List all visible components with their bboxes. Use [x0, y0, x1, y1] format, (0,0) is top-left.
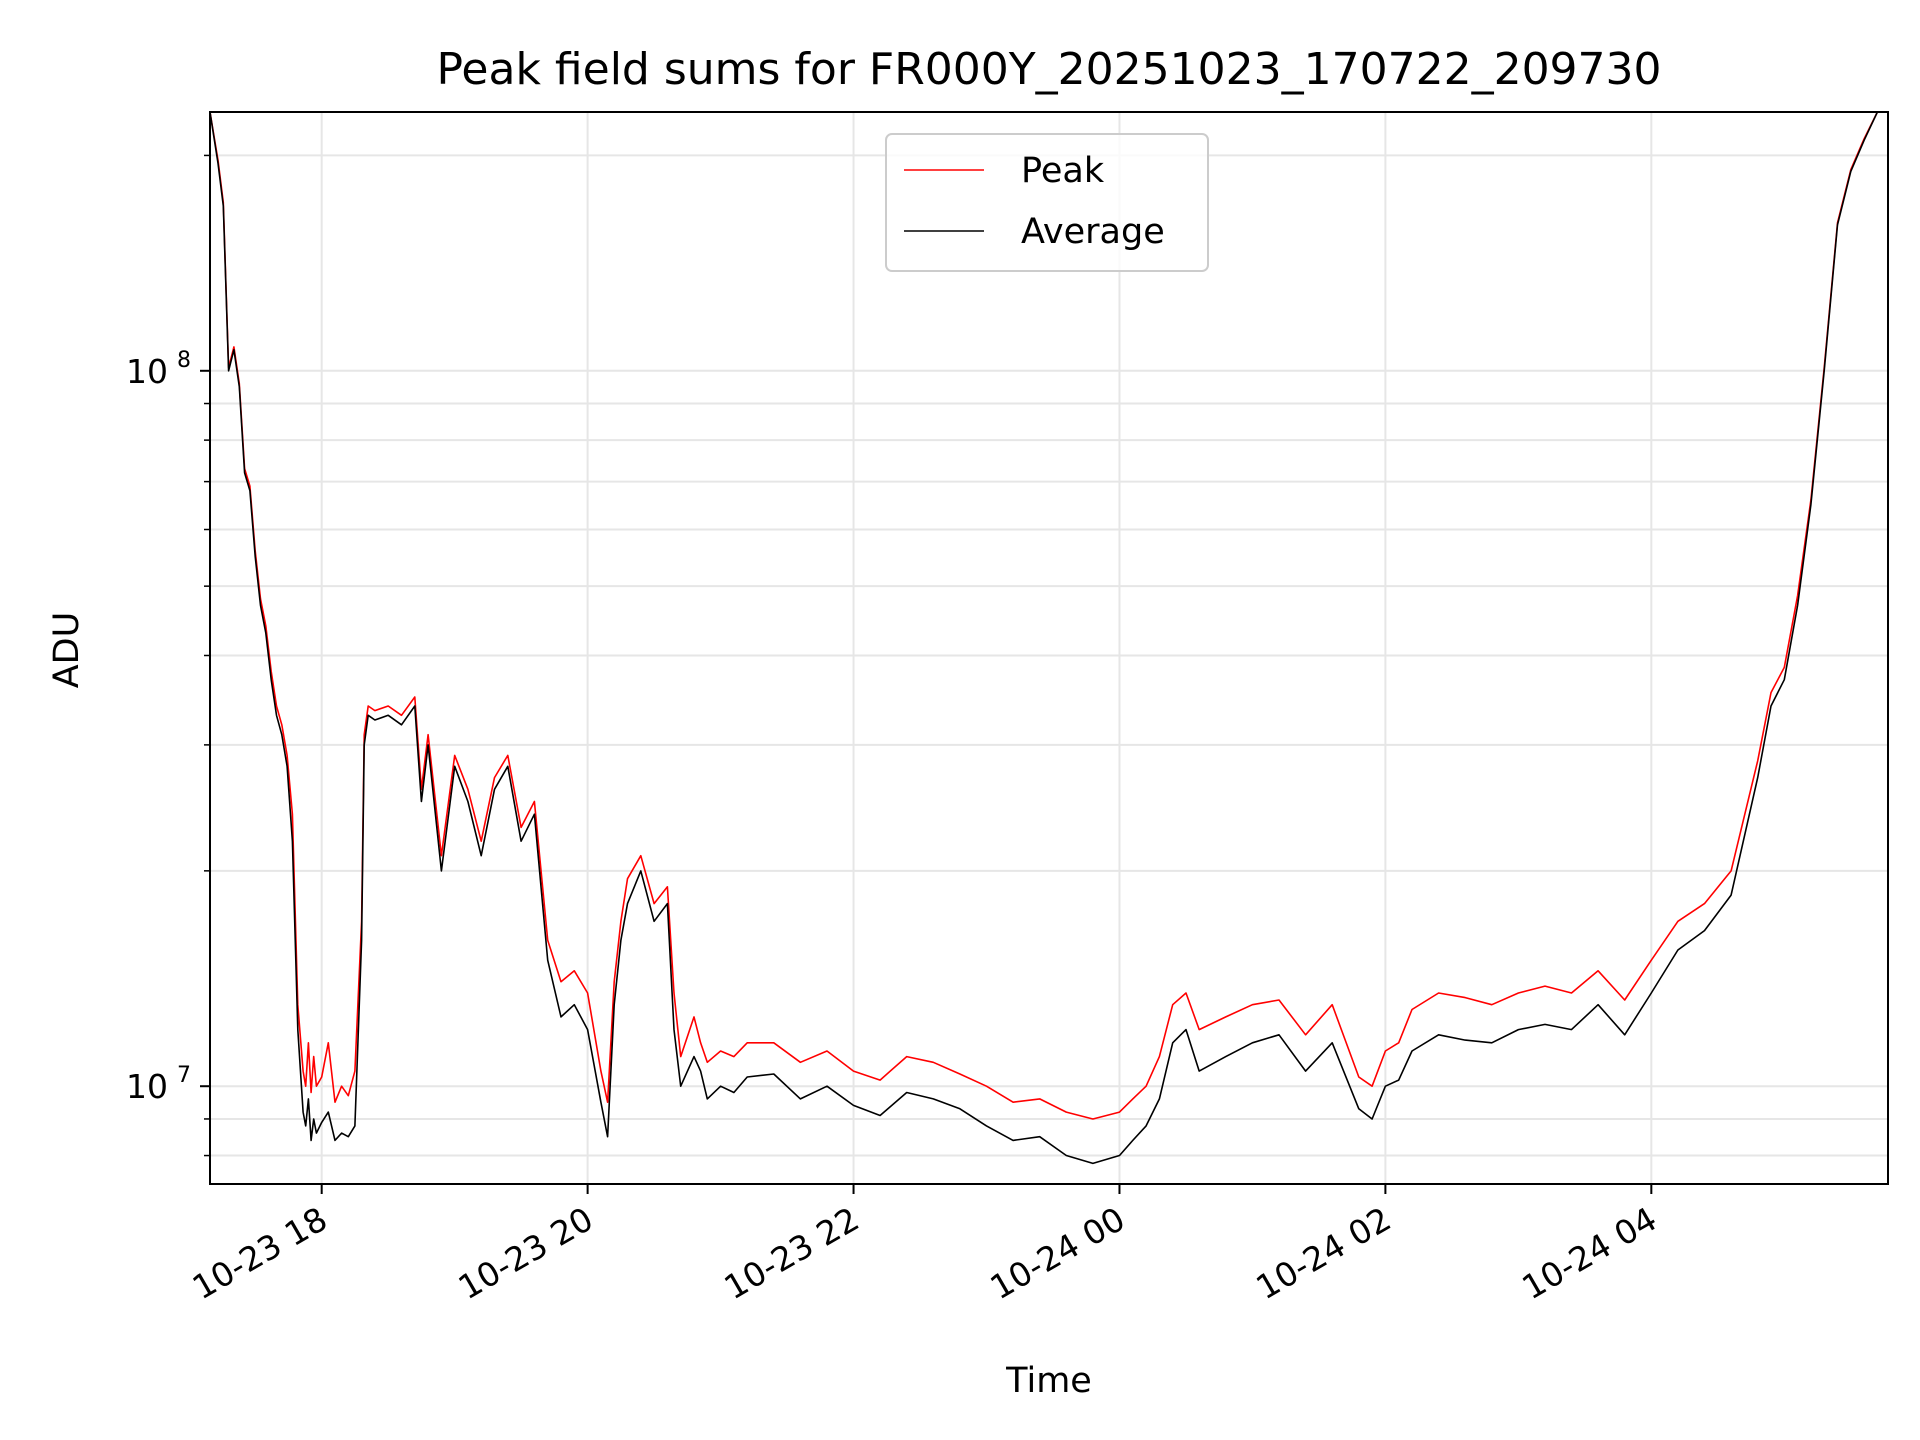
y-tick-label: 10	[126, 1067, 168, 1106]
y-tick-exponent: 7	[177, 1063, 191, 1088]
series-line-average	[210, 112, 1888, 1165]
data-series	[210, 112, 1888, 1165]
legend: Peak Average	[885, 133, 1209, 272]
legend-peak-label: Peak	[1021, 151, 1105, 191]
legend-box	[885, 133, 1209, 272]
legend-average-label: Average	[1021, 212, 1165, 252]
y-tick-label: 10	[126, 352, 168, 391]
plot-area-frame	[209, 111, 1889, 1185]
series-line-peak	[210, 112, 1888, 1120]
grid-lines	[210, 112, 1888, 1184]
chart-title: Peak field sums for FR000Y_20251023_1707…	[436, 44, 1661, 95]
x-axis-label: Time	[1005, 1361, 1092, 1401]
y-tick-exponent: 8	[177, 348, 191, 373]
y-axis-label: ADU	[47, 612, 87, 689]
